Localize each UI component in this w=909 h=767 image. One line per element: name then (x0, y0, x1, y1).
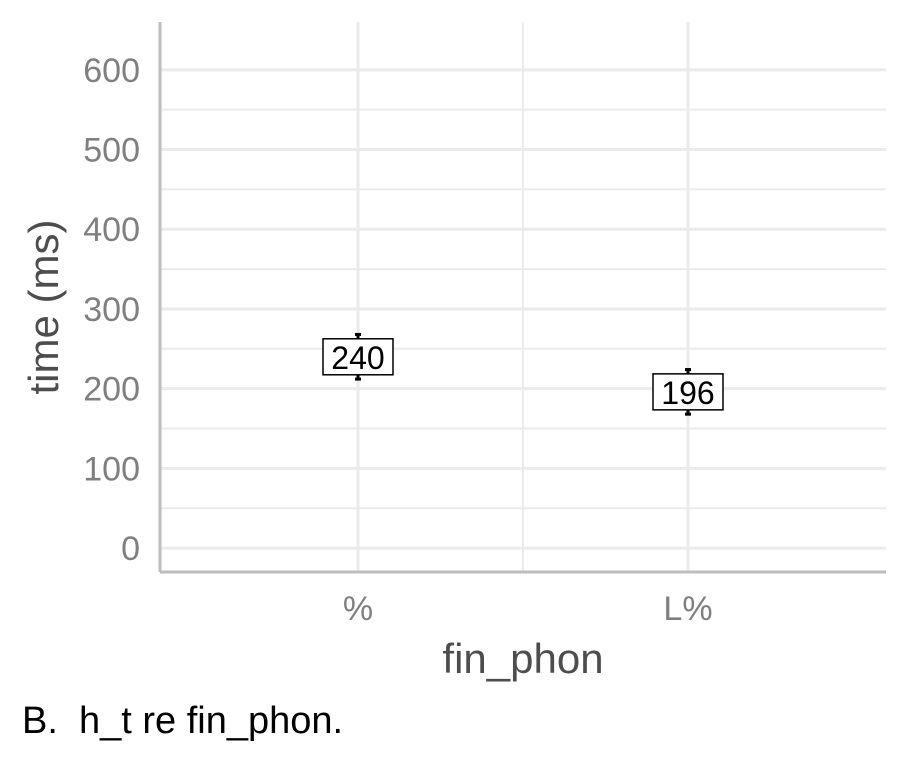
x-ticks: % L% (343, 590, 713, 628)
data-label: 240 (331, 340, 384, 376)
y-axis-title: time (ms) (20, 220, 67, 395)
y-tick-label: 300 (83, 291, 140, 329)
y-tick-label: 500 (83, 132, 140, 170)
data-marks: 240 196 (322, 332, 724, 416)
data-label: 196 (661, 375, 714, 411)
grid-major (160, 22, 886, 572)
x-tick-label: % (343, 590, 373, 628)
y-tick-label: 200 (83, 371, 140, 409)
y-tick-label: 600 (83, 52, 140, 90)
data-label-box (322, 338, 394, 376)
y-tick-label: 100 (83, 450, 140, 488)
y-tick-label: 0 (121, 530, 140, 568)
x-axis-title: fin_phon (442, 635, 603, 682)
y-tick-label: 400 (83, 211, 140, 249)
grid-minor (160, 22, 886, 572)
x-tick-label: L% (663, 590, 712, 628)
figure-caption: B. h_t re fin_phon. (22, 700, 344, 742)
data-label-box (652, 373, 724, 411)
y-ticks: 0 100 200 300 400 500 600 (83, 52, 140, 568)
